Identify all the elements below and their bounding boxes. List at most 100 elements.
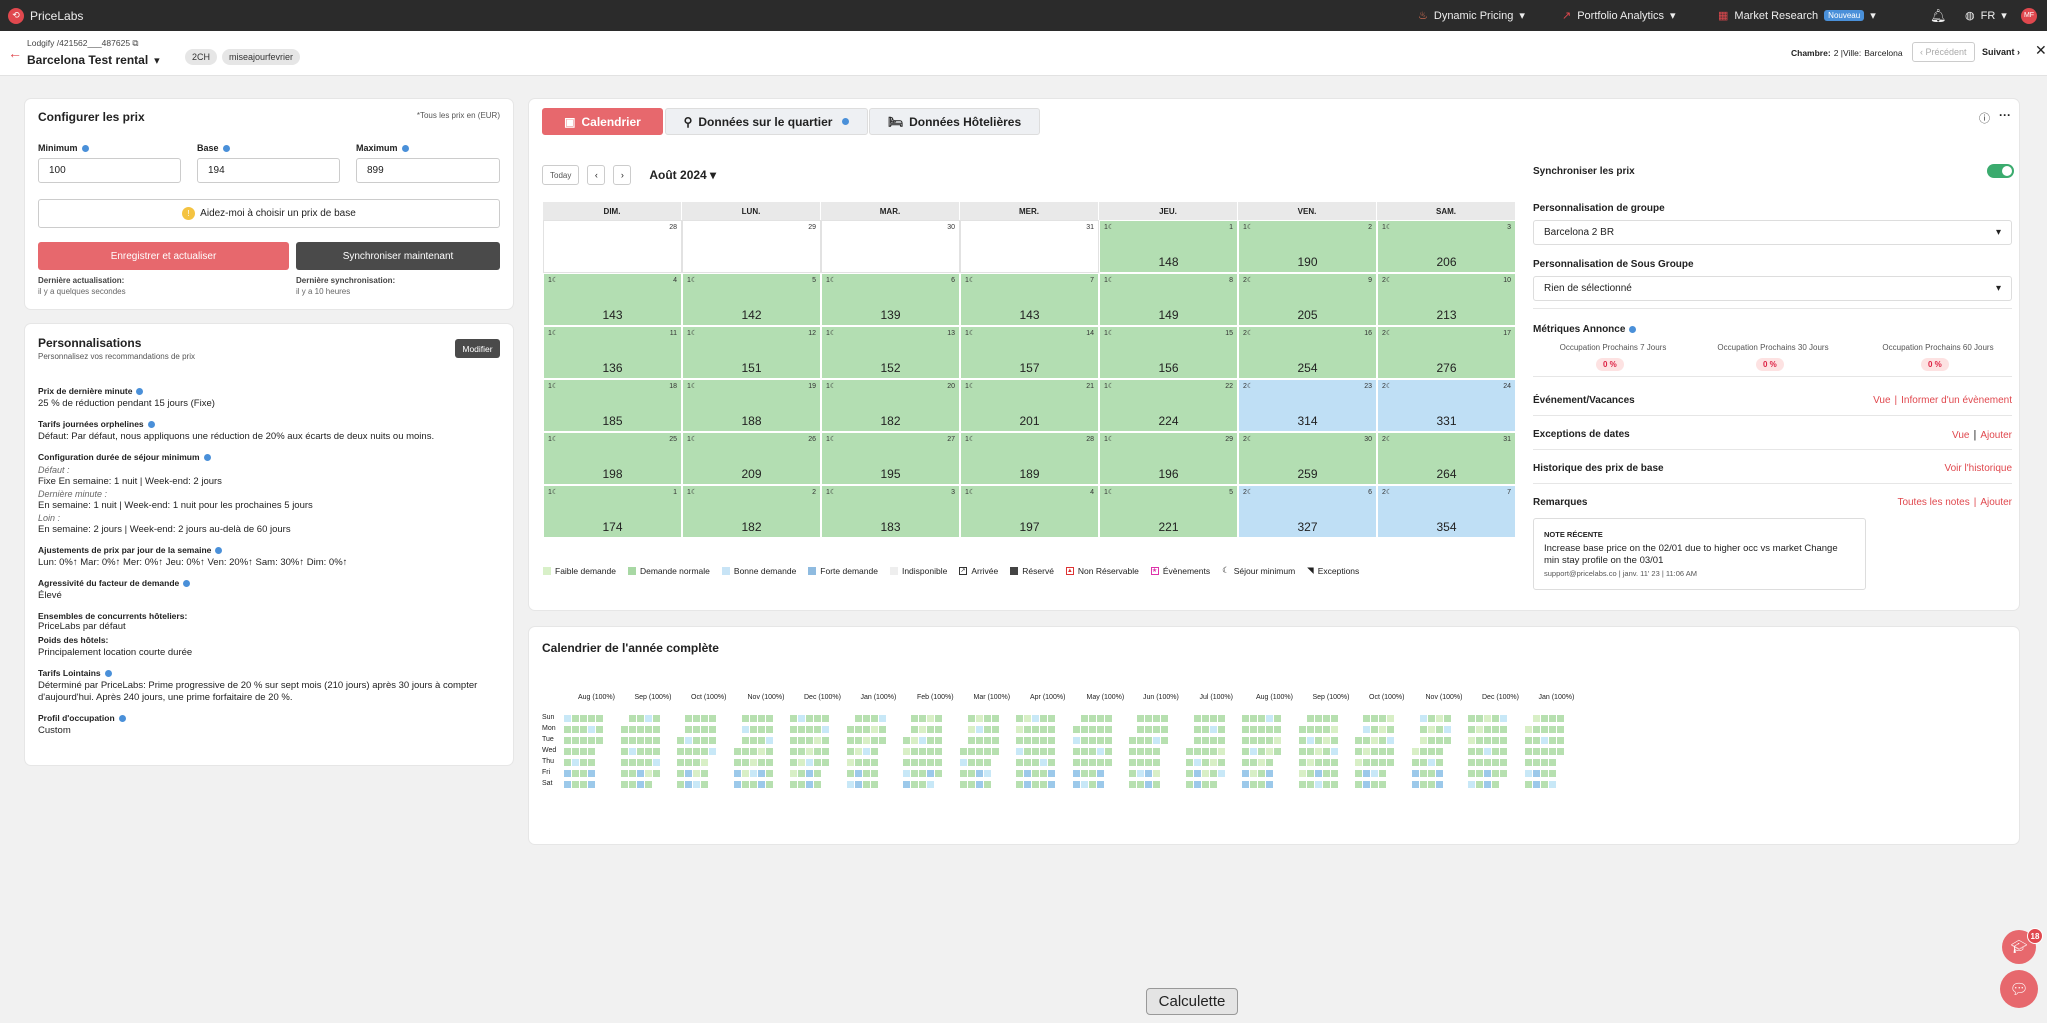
heatmap-day[interactable] xyxy=(757,715,765,722)
heatmap-day[interactable] xyxy=(798,748,805,755)
bell-icon[interactable]: 🔔︎ xyxy=(1930,7,1947,23)
heatmap-day[interactable] xyxy=(628,737,636,744)
heatmap-day[interactable] xyxy=(1145,759,1152,766)
heatmap-day[interactable] xyxy=(1532,770,1540,777)
heatmap-day[interactable] xyxy=(1427,759,1435,766)
heatmap-day[interactable] xyxy=(1419,770,1427,777)
heatmap-day[interactable] xyxy=(1032,726,1039,733)
heatmap-day[interactable] xyxy=(1258,748,1265,755)
heatmap-day[interactable] xyxy=(1387,748,1394,755)
heatmap-day[interactable] xyxy=(620,748,628,755)
heatmap-day[interactable] xyxy=(1492,737,1499,744)
heatmap-day[interactable] xyxy=(741,770,749,777)
info-icon[interactable] xyxy=(147,421,155,429)
heatmap-day[interactable] xyxy=(1032,759,1039,766)
heatmap-day[interactable] xyxy=(927,759,934,766)
heatmap-day[interactable] xyxy=(1548,726,1556,733)
heatmap-day[interactable] xyxy=(870,748,878,755)
day-cell[interactable]: 1☾ 18 185 xyxy=(543,379,682,432)
heatmap-day[interactable] xyxy=(1492,781,1499,788)
day-cell[interactable]: 1☾ 21 201 xyxy=(960,379,1099,432)
heatmap-day[interactable] xyxy=(1411,759,1419,766)
heatmap-day[interactable] xyxy=(1040,748,1047,755)
heatmap-day[interactable] xyxy=(564,726,571,733)
heatmap-day[interactable] xyxy=(1258,759,1265,766)
heatmap-day[interactable] xyxy=(870,715,878,722)
heatmap-day[interactable] xyxy=(564,715,571,722)
heatmap-day[interactable] xyxy=(693,737,700,744)
heatmap-day[interactable] xyxy=(1314,781,1322,788)
heatmap-day[interactable] xyxy=(806,770,813,777)
heatmap-day[interactable] xyxy=(854,726,862,733)
heatmap-day[interactable] xyxy=(636,737,644,744)
heatmap-day[interactable] xyxy=(854,759,862,766)
heatmap-day[interactable] xyxy=(911,759,918,766)
heatmap-day[interactable] xyxy=(765,759,773,766)
heatmap-day[interactable] xyxy=(1153,748,1160,755)
heatmap-day[interactable] xyxy=(1274,737,1281,744)
heatmap-day[interactable] xyxy=(1145,715,1152,722)
heatmap-day[interactable] xyxy=(967,715,975,722)
heatmap-day[interactable] xyxy=(1088,748,1096,755)
heatmap-day[interactable] xyxy=(1500,737,1507,744)
heatmap-day[interactable] xyxy=(765,726,773,733)
heatmap-day[interactable] xyxy=(1145,748,1152,755)
day-cell[interactable]: 1☾ 4 197 xyxy=(960,485,1099,538)
info-icon[interactable] xyxy=(136,388,144,396)
heatmap-day[interactable] xyxy=(1314,748,1322,755)
heatmap-day[interactable] xyxy=(1088,715,1096,722)
heatmap-day[interactable] xyxy=(1080,715,1088,722)
day-cell[interactable]: 28 xyxy=(543,220,682,273)
heatmap-day[interactable] xyxy=(741,737,749,744)
info-icon[interactable] xyxy=(81,145,89,153)
heatmap-day[interactable] xyxy=(693,770,700,777)
heatmap-day[interactable] xyxy=(1379,715,1386,722)
heatmap-day[interactable] xyxy=(1161,737,1168,744)
heatmap-day[interactable] xyxy=(1088,726,1096,733)
heatmap-day[interactable] xyxy=(644,759,652,766)
heatmap-day[interactable] xyxy=(1379,759,1386,766)
heatmap-day[interactable] xyxy=(636,715,644,722)
heatmap-day[interactable] xyxy=(1072,759,1080,766)
heatmap-day[interactable] xyxy=(1363,781,1370,788)
heatmap-day[interactable] xyxy=(749,781,757,788)
heatmap-day[interactable] xyxy=(652,715,660,722)
heatmap-day[interactable] xyxy=(1266,770,1273,777)
heatmap-day[interactable] xyxy=(709,726,716,733)
heatmap-day[interactable] xyxy=(1209,748,1217,755)
heatmap-day[interactable] xyxy=(685,715,692,722)
heatmap-day[interactable] xyxy=(1322,726,1330,733)
heatmap-day[interactable] xyxy=(1153,759,1160,766)
day-cell[interactable]: 2☾ 9 205 xyxy=(1238,273,1377,326)
heatmap-day[interactable] xyxy=(790,770,797,777)
heatmap-day[interactable] xyxy=(1137,781,1144,788)
day-cell[interactable]: 1☾ 28 189 xyxy=(960,432,1099,485)
heatmap-day[interactable] xyxy=(935,748,942,755)
heatmap-day[interactable] xyxy=(1209,781,1217,788)
heatmap-day[interactable] xyxy=(975,737,983,744)
heatmap-day[interactable] xyxy=(1468,748,1475,755)
heatmap-day[interactable] xyxy=(1435,715,1443,722)
heatmap-day[interactable] xyxy=(1540,781,1548,788)
heatmap-day[interactable] xyxy=(1476,726,1483,733)
heatmap-day[interactable] xyxy=(1274,748,1281,755)
heatmap-day[interactable] xyxy=(814,748,821,755)
heatmap-day[interactable] xyxy=(685,726,692,733)
save-refresh-button[interactable]: Enregistrer et actualiser xyxy=(38,242,289,270)
heatmap-day[interactable] xyxy=(878,737,886,744)
brand-logo[interactable]: ⟲ PriceLabs xyxy=(8,0,83,31)
heatmap-day[interactable] xyxy=(903,770,910,777)
heatmap-day[interactable] xyxy=(983,737,991,744)
heatmap-day[interactable] xyxy=(1419,759,1427,766)
heatmap-day[interactable] xyxy=(596,737,603,744)
info-icon[interactable] xyxy=(215,547,223,555)
heatmap-day[interactable] xyxy=(1201,726,1209,733)
heatmap-day[interactable] xyxy=(790,781,797,788)
heatmap-day[interactable] xyxy=(1427,737,1435,744)
heatmap-day[interactable] xyxy=(1468,726,1475,733)
heatmap-day[interactable] xyxy=(1266,726,1273,733)
heatmap-day[interactable] xyxy=(870,770,878,777)
day-cell[interactable]: 2☾ 24 331 xyxy=(1377,379,1516,432)
info-icon[interactable] xyxy=(401,145,409,153)
day-cell[interactable]: 1☾ 13 152 xyxy=(821,326,960,379)
